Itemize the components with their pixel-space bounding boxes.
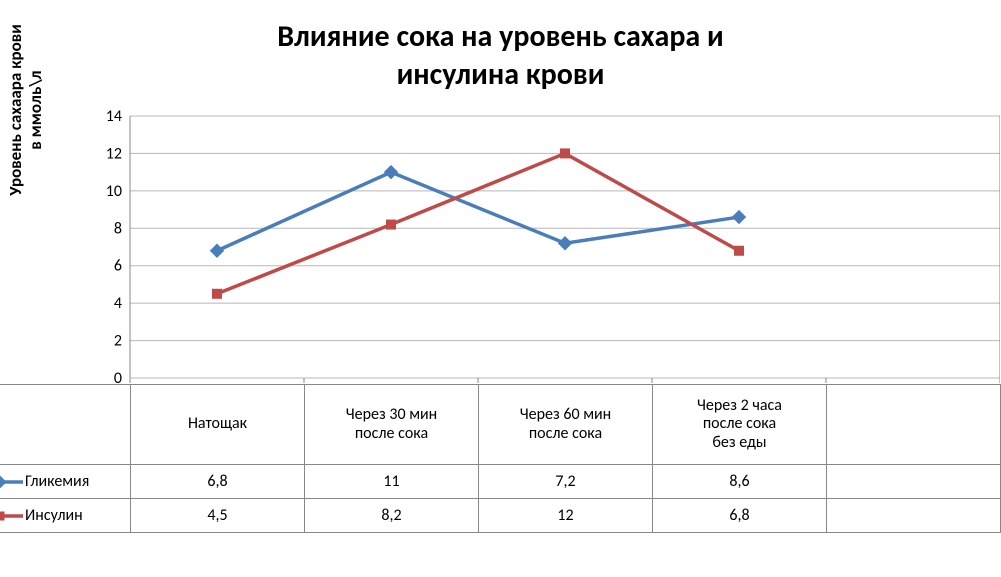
title-line-1: Влияние сока на уровень сахара и <box>277 18 723 55</box>
square-marker <box>213 289 222 298</box>
category-label-line: Через 30 мин <box>346 405 437 424</box>
series-line <box>217 172 739 251</box>
legend-cell: Гликемия <box>0 465 131 499</box>
y-tick-label: 10 <box>106 182 122 201</box>
category-label-line: без еды <box>712 433 766 452</box>
category-label-line: Через 2 часа <box>697 396 782 415</box>
diamond-marker <box>385 166 398 179</box>
category-label-line: после сока <box>355 424 428 443</box>
category-label-cell: Через 2 часапосле сокабез еды <box>653 385 827 465</box>
category-label-line: после сока <box>703 414 776 433</box>
ylabel-line-1: Уровень сахаара крови <box>5 24 26 195</box>
chart-title: Влияние сока на уровень сахара и инсулин… <box>0 18 1001 93</box>
table-row: Инсулин 4,58,2126,8 <box>0 499 1001 533</box>
y-tick-label: 6 <box>114 257 122 276</box>
legend-cell: Инсулин <box>0 499 131 533</box>
category-label-line: Через 60 мин <box>520 405 611 424</box>
chart-container: Влияние сока на уровень сахара и инсулин… <box>0 0 1001 577</box>
y-tick-label: 14 <box>106 110 122 126</box>
y-tick-label: 2 <box>114 332 122 351</box>
y-tick-label: 12 <box>106 144 122 163</box>
category-label-row: НатощакЧерез 30 минпосле сокаЧерез 60 ми… <box>0 385 1001 465</box>
series-name: Гликемия <box>25 472 89 491</box>
ylabel-line-2: в ммоль\л <box>25 70 46 149</box>
value-cell: 6,8 <box>653 499 827 533</box>
value-cell: 12 <box>479 499 653 533</box>
diamond-marker <box>211 244 224 257</box>
legend-blank-cell <box>0 385 131 465</box>
plot-area: 02468101214 <box>90 110 1000 386</box>
line-chart-svg: 02468101214 <box>90 110 1000 386</box>
square-marker <box>561 149 570 158</box>
square-marker <box>735 246 744 255</box>
series-name: Инсулин <box>25 506 83 525</box>
value-cell: 7,2 <box>479 465 653 499</box>
y-tick-label: 4 <box>114 294 122 313</box>
category-label-cell: Через 60 минпосле сока <box>479 385 653 465</box>
value-cell <box>827 465 1001 499</box>
y-tick-label: 8 <box>114 219 122 238</box>
value-cell: 4,5 <box>131 499 305 533</box>
data-table: НатощакЧерез 30 минпосле сокаЧерез 60 ми… <box>0 384 1001 533</box>
title-line-2: инсулина крови <box>397 56 605 93</box>
category-label-cell <box>827 385 1001 465</box>
category-label-cell: Через 30 минпосле сока <box>305 385 479 465</box>
series-line <box>217 153 739 293</box>
value-cell: 8,6 <box>653 465 827 499</box>
diamond-marker <box>733 211 746 224</box>
category-label-line: Натощак <box>188 414 247 433</box>
table-row: Гликемия 6,8117,28,6 <box>0 465 1001 499</box>
square-marker <box>387 220 396 229</box>
diamond-marker <box>559 237 572 250</box>
value-cell <box>827 499 1001 533</box>
value-cell: 8,2 <box>305 499 479 533</box>
value-cell: 11 <box>305 465 479 499</box>
y-axis-label: Уровень сахаара крови в ммоль\л <box>6 0 45 240</box>
category-label-line: после сока <box>529 424 602 443</box>
value-cell: 6,8 <box>131 465 305 499</box>
category-label-cell: Натощак <box>131 385 305 465</box>
